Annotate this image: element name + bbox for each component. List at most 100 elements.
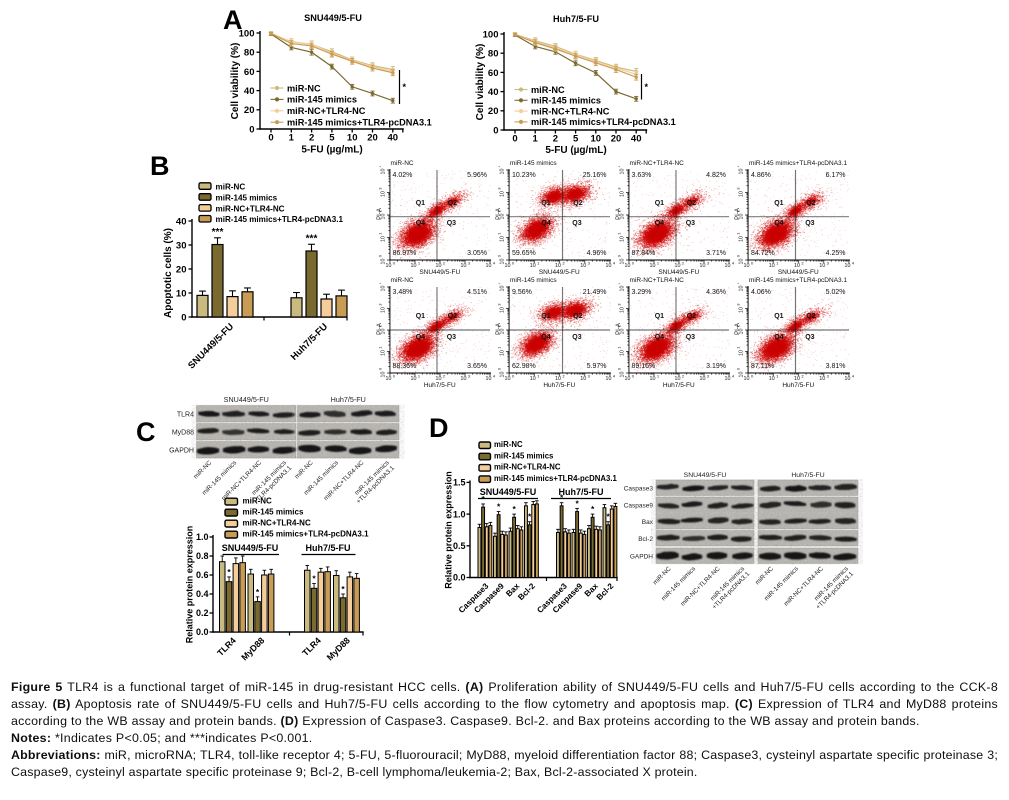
flow-q1-percent: 4.86%	[751, 171, 771, 179]
legend-label: miR-145 mimics	[216, 193, 278, 202]
flow-y-axis-title: PI-A	[376, 208, 383, 220]
flow-quadrant-label-q3: Q3	[572, 220, 582, 228]
blot-strip	[196, 441, 297, 459]
sig-star: *	[403, 82, 407, 92]
bar	[590, 516, 595, 579]
flow-x-axis-title: Huh7/5-FU	[662, 382, 695, 389]
legend-label: miR-145 mimics	[287, 95, 357, 105]
flow-quadrant-label-q3: Q3	[572, 333, 582, 341]
sig-star: *	[481, 494, 485, 504]
bar	[534, 503, 539, 578]
legend-label: miR-NC+TLR4-NC	[531, 106, 610, 116]
x-tick-label: 40	[388, 133, 399, 144]
blot-strip-bg	[757, 547, 859, 564]
blot-band	[785, 485, 807, 492]
blot-band	[707, 485, 729, 491]
blot-lane-label: miR-NC	[294, 459, 315, 480]
legend-swatch	[198, 203, 212, 212]
y-tick-label: 0.4	[196, 589, 209, 599]
blot-bands	[299, 410, 396, 418]
sig-star: *	[528, 512, 532, 522]
y-axis-title: Cell viability (%)	[475, 44, 486, 121]
flow-q1-percent: 4.06%	[751, 288, 771, 296]
blot-band	[731, 503, 754, 509]
y-tick-label: 60	[488, 68, 499, 79]
marker	[330, 52, 334, 56]
legend-swatch	[198, 193, 212, 201]
legend-label: miR-145 mimics	[494, 451, 554, 460]
category-label: MyD88	[239, 635, 266, 662]
bar	[500, 533, 505, 578]
y-tick-label: 40	[176, 216, 187, 227]
blot-band	[324, 429, 347, 435]
y-tick-label: 20	[176, 264, 187, 275]
flow-x-axis-title: Huh7/5-FU	[543, 382, 576, 389]
blot-band	[833, 553, 857, 561]
blot-row-label: MyD88	[172, 429, 194, 436]
blot-group-title: SNU449/5-FU	[684, 472, 727, 479]
blot-band	[272, 446, 296, 454]
flow-plot-title: miR-145 mimics	[510, 159, 557, 167]
y-tick-label: 80	[488, 49, 499, 60]
blot-strip-bg	[655, 479, 755, 496]
bar	[241, 291, 254, 318]
blot-band	[808, 485, 832, 491]
legend-label: miR-NC+TLR4-NC	[494, 463, 561, 472]
blot-lane-label-line: miR-NC	[192, 459, 213, 480]
figure-caption: Figure 5 TLR4 is a functional target of …	[11, 679, 998, 780]
panel-label-c: C	[136, 417, 156, 447]
bar	[566, 532, 571, 578]
flow-plot-title: miR-145 mimics+TLR4-pcDNA3.1	[749, 276, 848, 284]
legend-marker	[274, 85, 280, 91]
legend-label: miR-NC+TLR4-NC	[287, 106, 366, 116]
group-header: SNU449/5-FU	[480, 487, 537, 497]
flow-q2-percent: 5.96%	[467, 171, 487, 179]
blot-bands	[760, 483, 857, 492]
flow-q2-percent: 4.36%	[706, 288, 726, 296]
bar	[571, 531, 576, 579]
x-tick-label: 10	[347, 133, 358, 144]
blot-band	[274, 429, 295, 435]
bar	[575, 511, 580, 578]
blot-bands	[658, 501, 754, 509]
flow-q1-percent: 9.56%	[512, 288, 532, 296]
series-3	[512, 32, 639, 81]
blot-strip-bg	[655, 547, 755, 564]
caption-bold-run: Figure 5	[11, 680, 63, 694]
blot-row-label: GAPDH	[630, 553, 653, 560]
y-tick-label: 1.5	[453, 478, 466, 488]
bar	[219, 561, 226, 633]
bar	[232, 563, 240, 633]
flow-plot-title: miR-145 mimics+TLR4-pcDNA3.1	[749, 159, 848, 167]
blot-band	[784, 552, 807, 560]
legend-label: miR-145 mimics+TLR4-pcDNA3.1	[287, 118, 432, 128]
blot-band	[834, 483, 857, 491]
legend-marker	[274, 120, 280, 125]
legend-marker	[274, 97, 280, 102]
marker	[269, 31, 273, 36]
blot-band	[375, 445, 397, 453]
flow-q1-percent: 10.23%	[512, 171, 536, 179]
blot-band	[784, 518, 807, 524]
bar	[239, 562, 246, 633]
legend-marker	[518, 87, 524, 92]
flow-q2-percent: 25.16%	[582, 171, 607, 179]
blot-strip	[297, 405, 400, 423]
caption-abbreviations: Abbreviations: miR, microRNA; TLR4, toll…	[11, 747, 998, 781]
legend-label: miR-145 mimics	[531, 96, 601, 106]
flow-plot-canvas	[732, 283, 858, 389]
marker	[614, 67, 618, 72]
blot-band	[374, 410, 396, 417]
category-label: Huh7/5-FU	[289, 321, 330, 362]
blot-band	[351, 410, 373, 417]
flow-plot-title: miR-NC+TLR4-NC	[629, 276, 684, 284]
bar	[527, 524, 532, 578]
y-tick-label: 20	[244, 105, 255, 116]
blot-band	[760, 485, 781, 492]
blot-strip-bg	[196, 405, 297, 423]
blot-group-title: Huh7/5-FU	[791, 472, 824, 479]
flow-q2-percent: 21.49%	[582, 288, 607, 296]
legend-swatch	[224, 497, 239, 506]
blot-strip-bg	[757, 479, 859, 496]
flow-y-axis-title: PI-A	[495, 208, 502, 220]
